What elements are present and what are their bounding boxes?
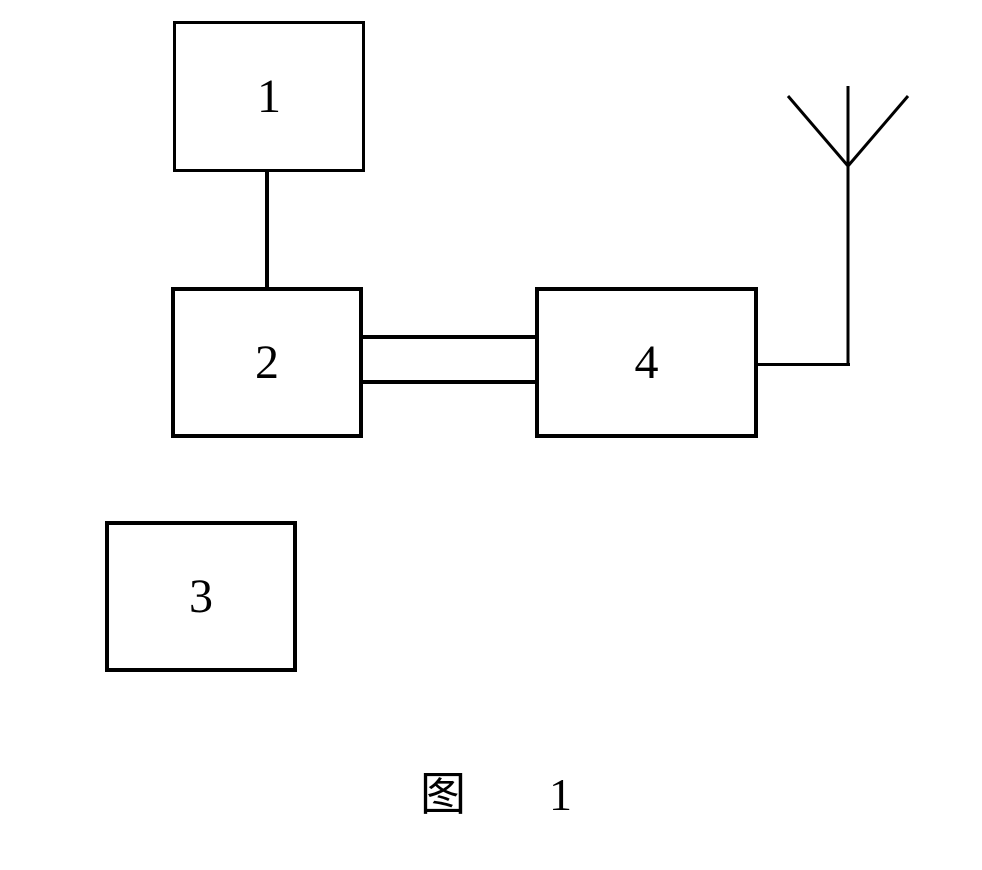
block-2-label: 2 xyxy=(255,335,279,390)
antenna-icon xyxy=(758,86,938,366)
caption-num: 1 xyxy=(549,769,572,820)
block-3-label: 3 xyxy=(189,569,213,624)
block-1: 1 xyxy=(173,21,365,172)
caption-zh: 图 xyxy=(420,769,466,820)
block-3: 3 xyxy=(105,521,297,672)
connector-2-4-bottom xyxy=(363,380,535,384)
connector-2-4-top xyxy=(363,335,535,339)
connector-1-2 xyxy=(265,172,269,288)
figure-caption: 图 1 xyxy=(420,758,572,824)
block-1-label: 1 xyxy=(257,69,281,124)
block-4-label: 4 xyxy=(635,335,659,390)
connector-4-antenna xyxy=(758,363,850,366)
block-4: 4 xyxy=(535,287,758,438)
block-2: 2 xyxy=(171,287,363,438)
